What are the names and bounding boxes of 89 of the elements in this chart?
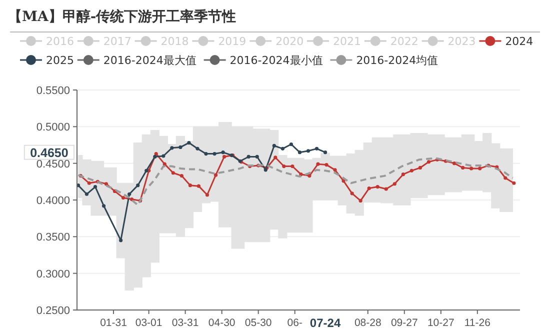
point [272,144,276,148]
x-tick-label: 03-01 [135,317,162,329]
point [136,184,140,188]
point [384,187,388,191]
legend-label: 2016-2024最大值 [103,54,196,67]
point [350,192,354,196]
point [280,146,284,150]
point [121,196,126,200]
point [324,163,328,167]
point [308,174,312,178]
point [222,154,226,159]
chart-title: 【MA】甲醇-传统下游开工率季节性 [8,8,236,25]
point [178,145,182,149]
point [323,150,328,154]
x-tick-label: 04-30 [208,317,236,329]
x-tick-label: 03-31 [172,317,199,329]
y-tick-label: 0.4000 [36,195,70,207]
point [333,168,337,172]
point [461,166,465,170]
legend-label: 2016-2024均值 [356,54,438,67]
point [367,186,371,190]
point [187,141,191,145]
legend-label: 2025 [46,54,74,67]
point [504,176,508,180]
x-tick-label: 05-30 [244,317,272,329]
point [154,152,158,156]
point [358,198,362,203]
y-tick-label: 0.4500 [36,158,70,170]
point [264,168,268,172]
point [289,142,293,146]
text: 0.4650 [30,146,68,160]
point [204,152,208,156]
point [84,192,89,196]
point [512,181,516,185]
x-tick-label: 08-28 [354,317,382,329]
point [119,238,123,242]
point [170,146,174,150]
point [316,162,320,166]
point [418,166,422,170]
y-tick-label: 0.3500 [36,232,70,244]
point [212,152,216,156]
point [162,162,166,166]
point [205,193,210,197]
point [342,179,346,183]
point [144,168,148,172]
y-tick-label: 0.5000 [36,122,70,134]
point [478,166,482,170]
point [171,171,175,175]
legend-label: 2024 [505,35,534,48]
point [188,184,192,188]
point [128,192,132,196]
point [290,164,294,168]
point [255,154,259,159]
x-tick-label: 06- [287,317,303,329]
point [299,172,303,176]
text: 07-24 [310,316,341,330]
point [410,168,414,172]
point [214,173,218,177]
point [274,156,278,160]
point [452,162,456,166]
point [246,154,250,159]
y-tick-label: 0.3000 [36,268,70,280]
point [376,185,380,189]
point [130,197,134,202]
point [102,204,106,208]
point [306,149,310,153]
point [196,146,200,150]
point [426,160,431,164]
x-tick-label: 01-31 [100,317,128,329]
point [87,181,91,185]
point [298,150,302,154]
x-tick-label: 11-26 [464,317,491,329]
point [392,182,396,186]
point [221,150,225,154]
point [401,172,405,176]
point [93,185,98,189]
point [162,154,166,158]
x-tick-label: 10-27 [427,317,454,329]
point [196,184,201,188]
y-tick-label: 0.5500 [36,85,70,97]
point [153,154,157,159]
x-tick-label: 09-27 [390,317,418,329]
point [282,164,286,168]
point [470,166,474,170]
point [104,182,108,186]
point [314,146,319,150]
legend-label: 2016-2024最小值 [230,54,323,67]
point [180,174,184,178]
y-tick-label: 0.2500 [36,305,70,317]
